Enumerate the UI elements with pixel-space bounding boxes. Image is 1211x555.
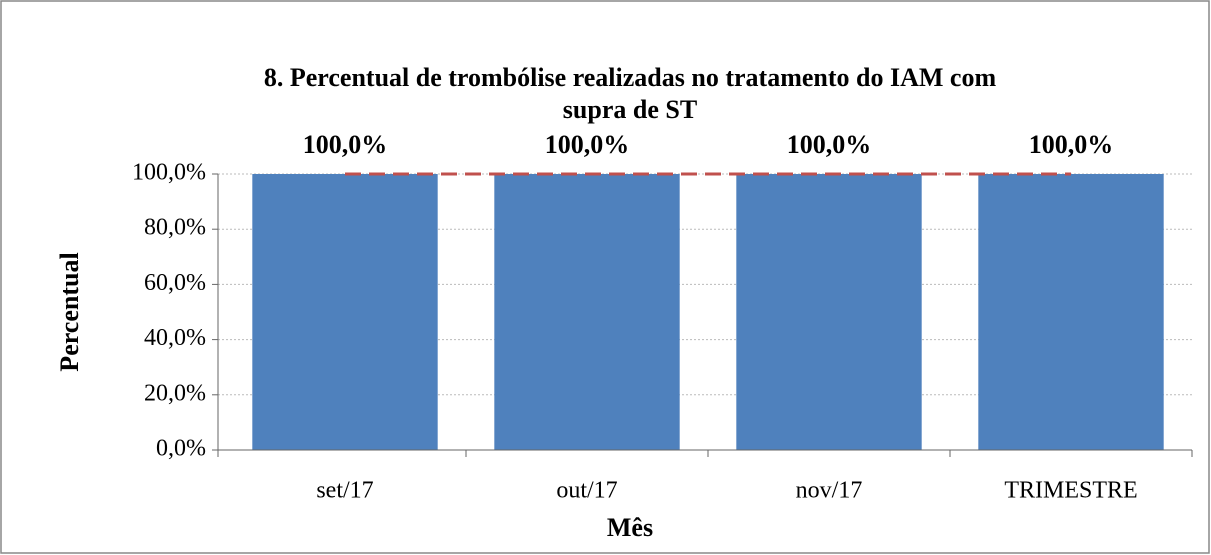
bar [978,174,1164,450]
bar [494,174,680,450]
x-tick-label: TRIMESTRE [1004,478,1137,504]
y-tick-label: 80,0% [144,215,206,241]
data-label: 100,0% [303,130,388,159]
bar [736,174,922,450]
y-tick-label: 100,0% [132,160,206,186]
y-axis-title: Percentual [55,252,84,371]
y-tick-label: 20,0% [144,380,206,406]
x-axis-title: Mês [607,513,653,542]
bar [252,174,438,450]
data-label: 100,0% [1029,130,1114,159]
chart-title: supra de ST [563,95,697,124]
data-label: 100,0% [787,130,872,159]
chart-title: 8. Percentual de trombólise realizadas n… [264,63,997,92]
y-tick-label: 40,0% [144,325,206,351]
x-tick-label: set/17 [316,478,373,504]
y-tick-label: 0,0% [156,436,206,462]
y-tick-label: 60,0% [144,270,206,296]
data-label: 100,0% [545,130,630,159]
x-tick-label: out/17 [556,478,617,504]
x-tick-label: nov/17 [796,478,863,504]
